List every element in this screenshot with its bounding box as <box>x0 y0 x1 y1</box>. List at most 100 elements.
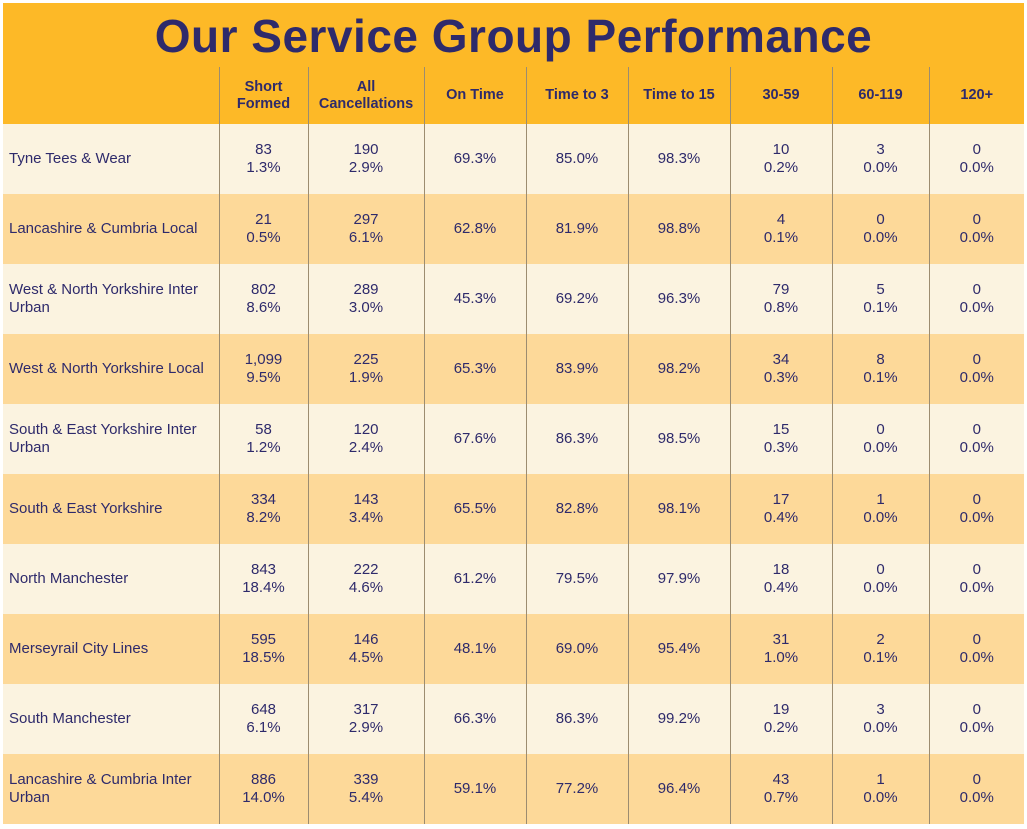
service-group-name: Tyne Tees & Wear <box>9 150 132 167</box>
cancellations-cell-percent: 2.9% <box>348 719 384 736</box>
short-formed-cell-count: 21 <box>255 211 272 228</box>
cancellations-cell-percent: 2.4% <box>348 439 384 456</box>
delay-30-59-cell-count: 4 <box>776 211 786 228</box>
cancellations-cell-percent: 6.1% <box>348 229 384 246</box>
delay-120-plus-cell-count: 0 <box>972 701 981 718</box>
delay-30-59-cell: 15 0.3% <box>729 404 832 474</box>
delay-120-plus-cell-percent: 0.0% <box>959 579 994 596</box>
time-to-15-cell: 98.1% <box>627 474 730 544</box>
cancellations-cell-percent: 4.5% <box>348 649 384 666</box>
cancellations-cell-percent: 3.0% <box>348 299 384 316</box>
delay-120-plus-cell: 0 0.0% <box>928 124 1024 194</box>
time-to-3-cell: 82.8% <box>525 474 628 544</box>
short-formed-cell-count: 83 <box>255 141 272 158</box>
cancellations-cell: 190 2.9% <box>307 124 424 194</box>
delay-60-119-cell-count: 2 <box>876 631 885 648</box>
time-to-15-cell: 96.3% <box>627 264 730 334</box>
delay-120-plus-cell-count: 0 <box>972 211 981 228</box>
delay-30-59-cell: 4 0.1% <box>729 194 832 264</box>
short-formed-cell-percent: 0.5% <box>246 229 281 246</box>
table-row: West & North Yorkshire Local 1,099 9.5% 225… <box>3 334 1024 404</box>
delay-30-59-cell-percent: 0.2% <box>763 159 799 176</box>
short-formed-cell-percent: 6.1% <box>246 719 281 736</box>
time-to-3-cell: 81.9% <box>525 194 628 264</box>
delay-60-119-cell-percent: 0.0% <box>863 509 898 526</box>
delay-120-plus-cell-count: 0 <box>972 561 981 578</box>
time-to-3-cell: 69.2% <box>525 264 628 334</box>
table-row: Tyne Tees & Wear 83 1.3% 190 2.9% 69.3% 85.0% 9… <box>3 124 1024 194</box>
short-formed-cell-percent: 18.4% <box>242 579 285 596</box>
delay-30-59-cell-percent: 0.1% <box>763 229 799 246</box>
delay-120-plus-cell-percent: 0.0% <box>959 299 994 316</box>
delay-120-plus-cell-count: 0 <box>972 631 981 648</box>
header-service-group <box>3 67 219 124</box>
time-to-15-cell: 98.5% <box>627 404 730 474</box>
delay-120-plus-cell-count: 0 <box>972 281 981 298</box>
delay-30-59-cell: 17 0.4% <box>729 474 832 544</box>
time-to-3-cell: 79.5% <box>525 544 628 614</box>
delay-120-plus-cell-percent: 0.0% <box>959 229 994 246</box>
delay-60-119-cell-percent: 0.1% <box>863 369 898 386</box>
table-row: North Manchester 843 18.4% 222 4.6% 61.2% 79.5… <box>3 544 1024 614</box>
cancellations-cell-count: 222 <box>353 561 379 578</box>
delay-120-plus-cell-percent: 0.0% <box>959 439 994 456</box>
cancellations-cell: 222 4.6% <box>307 544 424 614</box>
time-to-3-cell: 86.3% <box>525 404 628 474</box>
cancellations-cell-percent: 4.6% <box>348 579 384 596</box>
cancellations-cell: 143 3.4% <box>307 474 424 544</box>
on-time-cell: 59.1% <box>423 754 526 824</box>
delay-30-59-cell-count: 43 <box>772 771 790 788</box>
delay-120-plus-cell: 0 0.0% <box>928 754 1024 824</box>
short-formed-cell-percent: 1.2% <box>246 439 281 456</box>
delay-60-119-cell-percent: 0.1% <box>863 299 898 316</box>
delay-30-59-cell: 79 0.8% <box>729 264 832 334</box>
table-row: West & North Yorkshire Inter Urban 802 8.6… <box>3 264 1024 334</box>
table-row: South Manchester 648 6.1% 317 2.9% 66.3% 86.3%… <box>3 684 1024 754</box>
table-body: Tyne Tees & Wear 83 1.3% 190 2.9% 69.3% 85.0% 9… <box>3 124 1024 824</box>
table-row: South & East Yorkshire Inter Urban 58 1.2%… <box>3 404 1024 474</box>
cancellations-cell-count: 120 <box>353 421 379 438</box>
performance-table: Short Formed All Cancellations On Time T… <box>3 67 1024 824</box>
time-to-15-cell: 97.9% <box>627 544 730 614</box>
delay-60-119-cell-count: 0 <box>876 561 885 578</box>
delay-120-plus-cell-count: 0 <box>972 421 981 438</box>
delay-60-119-cell: 3 0.0% <box>831 124 929 194</box>
cancellations-cell-count: 190 <box>353 141 379 158</box>
delay-60-119-cell-percent: 0.1% <box>863 649 898 666</box>
time-to-15-cell: 95.4% <box>627 614 730 684</box>
title-banner: Our Service Group Performance <box>3 3 1024 67</box>
delay-30-59-cell-count: 79 <box>772 281 790 298</box>
table-row: South & East Yorkshire 334 8.2% 143 3.4% 65.5… <box>3 474 1024 544</box>
delay-30-59-cell-count: 19 <box>772 701 790 718</box>
delay-30-59-cell-percent: 0.2% <box>763 719 799 736</box>
cancellations-cell-count: 143 <box>353 491 379 508</box>
delay-60-119-cell-percent: 0.0% <box>863 719 898 736</box>
short-formed-cell-count: 1,099 <box>244 351 283 368</box>
cancellations-cell-count: 317 <box>353 701 379 718</box>
delay-30-59-cell: 31 1.0% <box>729 614 832 684</box>
delay-60-119-cell: 2 0.1% <box>831 614 929 684</box>
short-formed-cell: 83 1.3% <box>218 124 308 194</box>
service-group-name: Lancashire & Cumbria Inter Urban <box>9 771 192 806</box>
delay-60-119-cell-count: 5 <box>876 281 885 298</box>
service-group-name: North Manchester <box>9 570 129 587</box>
time-to-3-cell: 86.3% <box>525 684 628 754</box>
time-to-3-cell: 85.0% <box>525 124 628 194</box>
delay-120-plus-cell-percent: 0.0% <box>959 789 994 806</box>
delay-60-119-cell: 1 0.0% <box>831 754 929 824</box>
delay-30-59-cell-percent: 0.3% <box>763 369 799 386</box>
service-group-name: West & North Yorkshire Local <box>9 360 204 377</box>
short-formed-cell-percent: 18.5% <box>242 649 285 666</box>
cancellations-cell: 120 2.4% <box>307 404 424 474</box>
delay-120-plus-cell: 0 0.0% <box>928 334 1024 404</box>
header-time-to-3: Time to 3 <box>525 67 628 124</box>
short-formed-cell: 58 1.2% <box>218 404 308 474</box>
header-row: Short Formed All Cancellations On Time T… <box>3 67 1024 124</box>
delay-60-119-cell-count: 1 <box>876 491 885 508</box>
short-formed-cell-count: 58 <box>255 421 272 438</box>
header-60-119: 60-119 <box>831 67 929 124</box>
cancellations-cell-percent: 1.9% <box>348 369 384 386</box>
on-time-cell: 65.3% <box>423 334 526 404</box>
delay-30-59-cell: 18 0.4% <box>729 544 832 614</box>
